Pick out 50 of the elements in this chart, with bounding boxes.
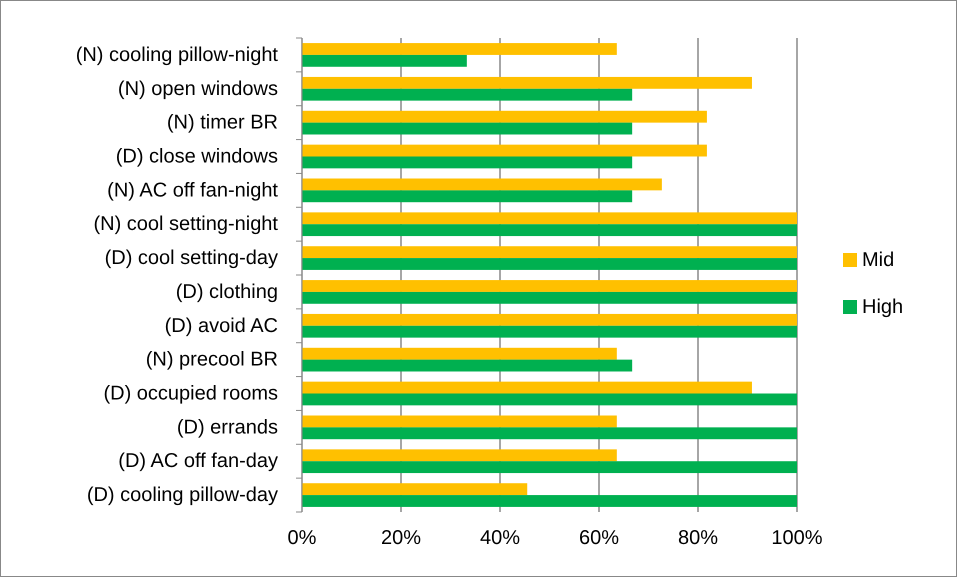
y-tick-label: (N) AC off fan-night	[107, 179, 278, 202]
x-tick-label: 60%	[578, 527, 620, 549]
bar	[302, 292, 797, 304]
bar	[302, 212, 797, 224]
bar	[302, 394, 797, 406]
bar	[302, 122, 632, 134]
y-tick-label: (D) occupied rooms	[103, 382, 278, 404]
y-tick-label: (D) close windows	[116, 146, 278, 168]
y-tick-label: (N) cool setting-night	[93, 213, 278, 236]
bar	[302, 54, 467, 67]
y-tick-label: (N) cooling pillow-night	[76, 44, 278, 66]
bar	[302, 382, 752, 394]
bar	[302, 348, 617, 360]
bar	[302, 156, 632, 168]
y-tick-label: (D) cool setting-day	[104, 247, 278, 270]
bar	[302, 246, 797, 258]
bar	[302, 280, 797, 292]
x-tick-label: 40%	[480, 527, 520, 549]
bar	[302, 43, 617, 55]
bar	[302, 449, 617, 462]
bar	[302, 76, 752, 89]
y-tick-label: (D) errands	[176, 416, 278, 438]
legend-label: High	[862, 296, 904, 318]
bar	[302, 427, 797, 440]
bar	[302, 495, 797, 507]
bar	[302, 483, 528, 496]
x-tick-label: 0%	[288, 527, 317, 549]
x-tick-label: 100%	[771, 527, 823, 549]
bar	[302, 178, 662, 190]
x-tick-label: 20%	[380, 527, 422, 549]
bar	[302, 326, 797, 338]
bar	[302, 88, 632, 101]
bar	[302, 258, 797, 270]
bar	[302, 314, 797, 326]
bar	[302, 224, 797, 236]
y-tick-label: (N) timer BR	[166, 112, 278, 134]
x-tick-label: 80%	[678, 527, 718, 549]
bar	[302, 360, 632, 372]
y-tick-label: (N) precool BR	[146, 348, 278, 371]
bar	[302, 110, 707, 123]
bar	[302, 416, 617, 428]
y-tick-label: (D) cooling pillow-day	[86, 484, 278, 506]
bar	[302, 144, 707, 156]
y-tick-label: (D) avoid AC	[164, 314, 278, 337]
y-tick-label: (N) open windows	[118, 78, 278, 100]
y-tick-label: (D) AC off fan-day	[118, 450, 278, 472]
bar	[302, 190, 632, 202]
y-tick-label: (D) clothing	[176, 280, 278, 303]
bar	[302, 461, 797, 474]
legend-label: Mid	[862, 249, 894, 271]
